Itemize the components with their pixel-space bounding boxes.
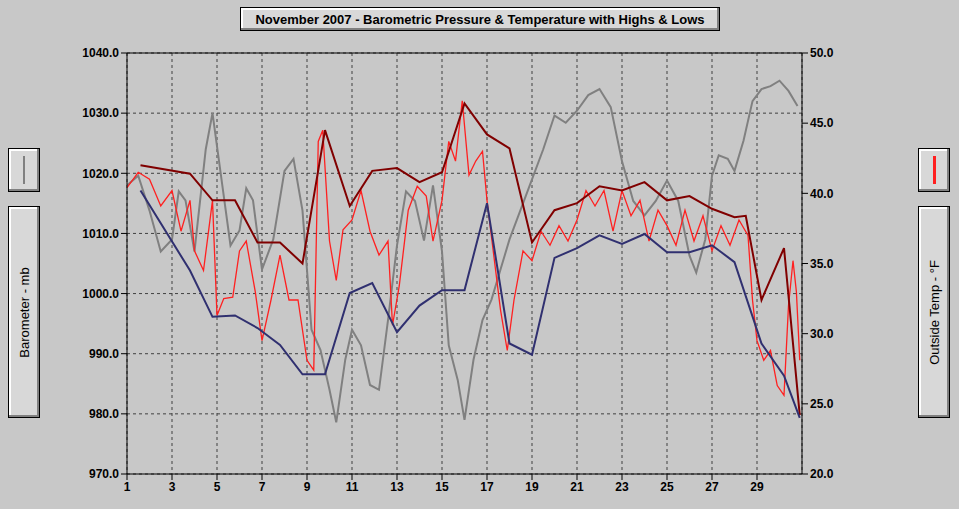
svg-text:980.0: 980.0: [89, 407, 119, 421]
svg-text:970.0: 970.0: [89, 467, 119, 481]
svg-text:35.0: 35.0: [810, 257, 834, 271]
svg-text:7: 7: [259, 480, 266, 494]
svg-text:11: 11: [346, 480, 359, 494]
svg-text:29: 29: [750, 480, 764, 494]
svg-text:1020.0: 1020.0: [82, 167, 119, 181]
svg-text:1010.0: 1010.0: [82, 227, 119, 241]
svg-text:25: 25: [660, 480, 674, 494]
svg-text:20.0: 20.0: [810, 467, 834, 481]
svg-text:21: 21: [570, 480, 584, 494]
svg-text:27: 27: [705, 480, 719, 494]
svg-text:40.0: 40.0: [810, 187, 834, 201]
svg-text:1000.0: 1000.0: [82, 287, 119, 301]
svg-text:30.0: 30.0: [810, 327, 834, 341]
svg-text:5: 5: [214, 480, 221, 494]
svg-text:3: 3: [169, 480, 176, 494]
svg-text:19: 19: [525, 480, 539, 494]
svg-text:45.0: 45.0: [810, 116, 834, 130]
svg-text:23: 23: [615, 480, 629, 494]
svg-text:990.0: 990.0: [89, 347, 119, 361]
svg-text:1040.0: 1040.0: [82, 46, 119, 60]
svg-text:1: 1: [124, 480, 131, 494]
svg-text:15: 15: [435, 480, 449, 494]
svg-text:25.0: 25.0: [810, 397, 834, 411]
svg-text:1030.0: 1030.0: [82, 106, 119, 120]
svg-text:50.0: 50.0: [810, 46, 834, 60]
html-text:Barometer - mb: Barometer - mb: [16, 266, 32, 358]
svg-text:13: 13: [390, 480, 404, 494]
svg-text:17: 17: [480, 480, 494, 494]
html-text:Outside Temp - °F: Outside Temp - °F: [926, 259, 942, 365]
html-text:November 2007 - Barometric Pre: November 2007 - Barometric Pressure & Te…: [255, 11, 705, 27]
svg-text:9: 9: [304, 480, 311, 494]
